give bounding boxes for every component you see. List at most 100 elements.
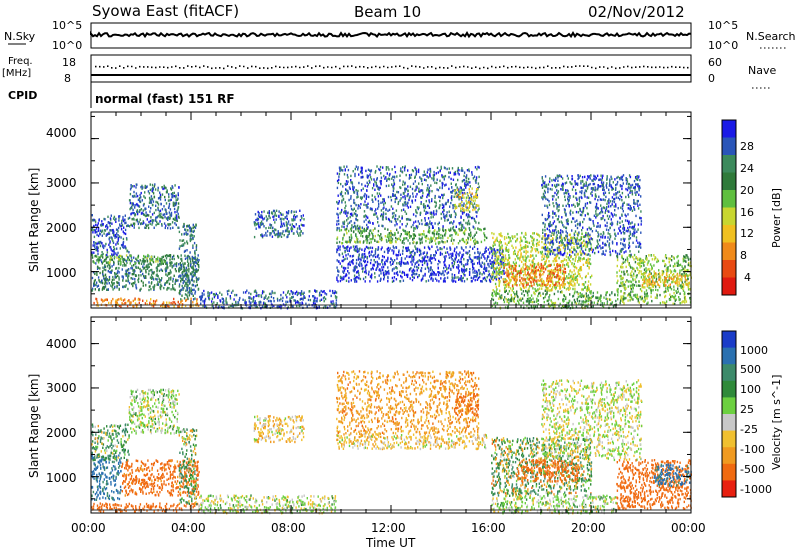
range-cell — [343, 269, 346, 272]
range-cell — [117, 234, 119, 237]
range-cell — [132, 282, 134, 285]
range-cell — [456, 188, 459, 191]
range-cell — [498, 268, 500, 271]
range-cell — [417, 168, 420, 171]
range-cell — [175, 264, 178, 268]
range-cell — [108, 278, 111, 281]
range-cell — [190, 287, 192, 290]
range-cell — [437, 237, 439, 240]
range-cell — [341, 278, 343, 281]
range-cell — [506, 269, 508, 272]
range-cell — [148, 201, 151, 204]
range-cell — [298, 225, 300, 228]
range-cell — [156, 283, 158, 286]
range-cell — [137, 278, 139, 282]
range-cell — [527, 288, 529, 292]
range-cell — [183, 250, 186, 253]
range-cell — [333, 292, 336, 295]
range-cell — [111, 281, 113, 284]
range-cell — [396, 270, 399, 274]
range-cell — [102, 270, 104, 273]
range-cell — [451, 167, 454, 170]
range-cell — [133, 268, 135, 272]
range-cell — [125, 259, 127, 263]
range-cell — [91, 289, 94, 292]
range-cell — [323, 296, 326, 299]
range-cell — [379, 168, 381, 172]
range-cell — [242, 291, 245, 294]
range-cell — [554, 270, 557, 273]
range-cell — [105, 278, 108, 282]
range-cell — [579, 257, 582, 260]
range-cell — [442, 234, 444, 238]
range-cell — [379, 263, 381, 266]
range-cell — [464, 192, 466, 195]
range-cell — [213, 293, 215, 296]
range-cell — [151, 221, 154, 224]
range-cell — [435, 204, 437, 207]
range-cell — [189, 256, 191, 260]
range-cell — [111, 249, 113, 253]
range-cell — [523, 286, 525, 289]
range-cell — [585, 258, 588, 262]
range-cell — [456, 266, 458, 269]
range-cell — [460, 216, 462, 219]
range-cell — [498, 273, 501, 276]
range-cell — [431, 245, 433, 248]
range-cell — [360, 176, 362, 179]
range-cell — [495, 252, 497, 255]
range-cell — [512, 286, 514, 289]
range-cell — [130, 267, 132, 270]
range-cell — [347, 192, 349, 195]
range-cell — [455, 253, 457, 257]
range-cell — [392, 207, 394, 210]
range-cell — [172, 217, 175, 221]
range-cell — [245, 301, 247, 304]
range-cell — [136, 305, 138, 308]
range-cell — [258, 301, 260, 304]
range-cell — [397, 200, 400, 204]
range-cell — [496, 261, 499, 264]
range-cell — [136, 183, 138, 186]
range-cell — [478, 221, 480, 225]
range-cell — [500, 265, 502, 268]
range-cell — [393, 233, 395, 237]
range-cell — [365, 197, 367, 200]
range-cell — [189, 272, 192, 275]
range-cell — [492, 248, 494, 251]
range-cell — [568, 276, 570, 280]
range-cell — [491, 264, 493, 268]
range-cell — [338, 240, 341, 244]
range-cell — [370, 169, 373, 172]
range-cell — [393, 272, 396, 275]
range-cell — [159, 198, 162, 201]
range-cell — [111, 304, 114, 308]
range-cell — [399, 262, 401, 266]
range-cell — [551, 274, 554, 277]
range-cell — [581, 232, 583, 235]
range-cell — [428, 270, 430, 273]
range-cell — [457, 252, 459, 256]
range-cell — [219, 299, 221, 302]
range-cell — [452, 178, 455, 181]
range-cell — [464, 230, 466, 233]
range-cell — [148, 205, 150, 208]
range-cell — [426, 262, 429, 265]
range-cell — [173, 287, 175, 290]
range-cell — [462, 276, 464, 280]
range-cell — [138, 301, 140, 305]
range-cell — [359, 264, 361, 268]
range-cell — [546, 257, 548, 260]
range-cell — [142, 222, 144, 225]
range-cell — [540, 280, 543, 283]
range-cell — [151, 197, 153, 201]
range-cell — [346, 249, 349, 252]
range-cell — [126, 304, 129, 308]
range-cell — [455, 213, 457, 216]
range-cell — [255, 302, 257, 305]
range-cell — [169, 272, 171, 275]
range-cell — [520, 239, 523, 242]
range-cell — [379, 186, 381, 190]
range-cell — [459, 277, 461, 280]
range-cell — [426, 187, 429, 190]
